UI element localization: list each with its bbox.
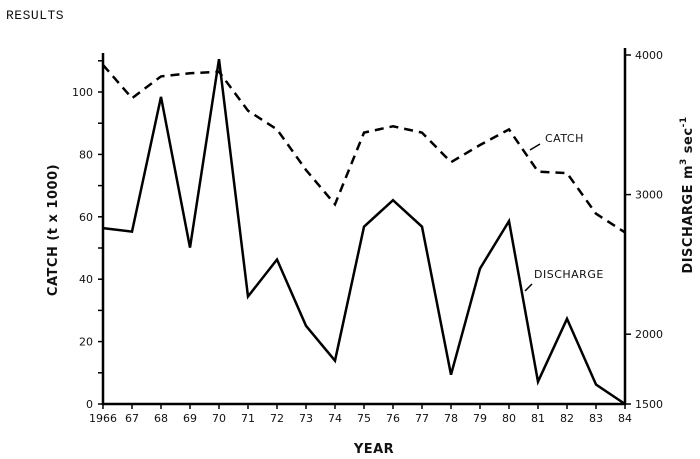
x-tick-label: 83 xyxy=(589,412,603,425)
x-tick-label: 76 xyxy=(386,412,400,425)
left-tick-label: 40 xyxy=(79,273,93,286)
x-tick-label: 84 xyxy=(618,412,632,425)
right-axis-title: DISCHARGE m3 sec-1 xyxy=(679,116,696,273)
x-tick-label: 68 xyxy=(154,412,168,425)
x-tick-label: 74 xyxy=(328,412,342,425)
chart-axes: 0 20 40 60 80 100 1500 2000 3000 4000 1966 67 68 69 70… xyxy=(46,48,696,457)
x-tick-label: 70 xyxy=(212,412,226,425)
x-tick-label: 71 xyxy=(241,412,255,425)
x-tick-label: 82 xyxy=(560,412,574,425)
x-tick-label: 80 xyxy=(502,412,516,425)
discharge-series-label: DISCHARGE xyxy=(534,268,604,281)
discharge-line xyxy=(102,59,626,406)
x-tick-label: 67 xyxy=(125,412,139,425)
x-tick-label: 79 xyxy=(473,412,487,425)
x-tick-label: 78 xyxy=(444,412,458,425)
right-tick-label: 3000 xyxy=(635,189,663,202)
left-tick-label: 60 xyxy=(79,211,93,224)
x-tick-label: 77 xyxy=(415,412,429,425)
chart-labels: CATCH DISCHARGE xyxy=(524,132,604,292)
chart-lines xyxy=(102,59,626,406)
x-tick-label: 1966 xyxy=(89,412,117,425)
page-heading: RESULTS xyxy=(6,8,65,23)
catch-series-label: CATCH xyxy=(545,132,584,145)
catch-leader-line xyxy=(529,143,541,151)
x-tick-label: 73 xyxy=(299,412,313,425)
right-tick-label: 4000 xyxy=(635,49,663,62)
left-tick-label: 100 xyxy=(72,86,93,99)
left-tick-label: 0 xyxy=(86,398,93,411)
x-tick-label: 75 xyxy=(357,412,371,425)
right-tick-label: 1500 xyxy=(635,398,663,411)
x-tick-label: 69 xyxy=(183,412,197,425)
x-tick-label: 81 xyxy=(531,412,545,425)
right-tick-label: 2000 xyxy=(635,328,663,341)
x-axis-title: YEAR xyxy=(353,442,394,457)
discharge-leader-line xyxy=(524,283,533,292)
left-tick-label: 80 xyxy=(79,148,93,161)
catch-line xyxy=(102,64,626,234)
x-tick-label: 72 xyxy=(270,412,284,425)
left-tick-label: 20 xyxy=(79,336,93,349)
left-axis-title: CATCH (t x 1000) xyxy=(46,164,61,296)
